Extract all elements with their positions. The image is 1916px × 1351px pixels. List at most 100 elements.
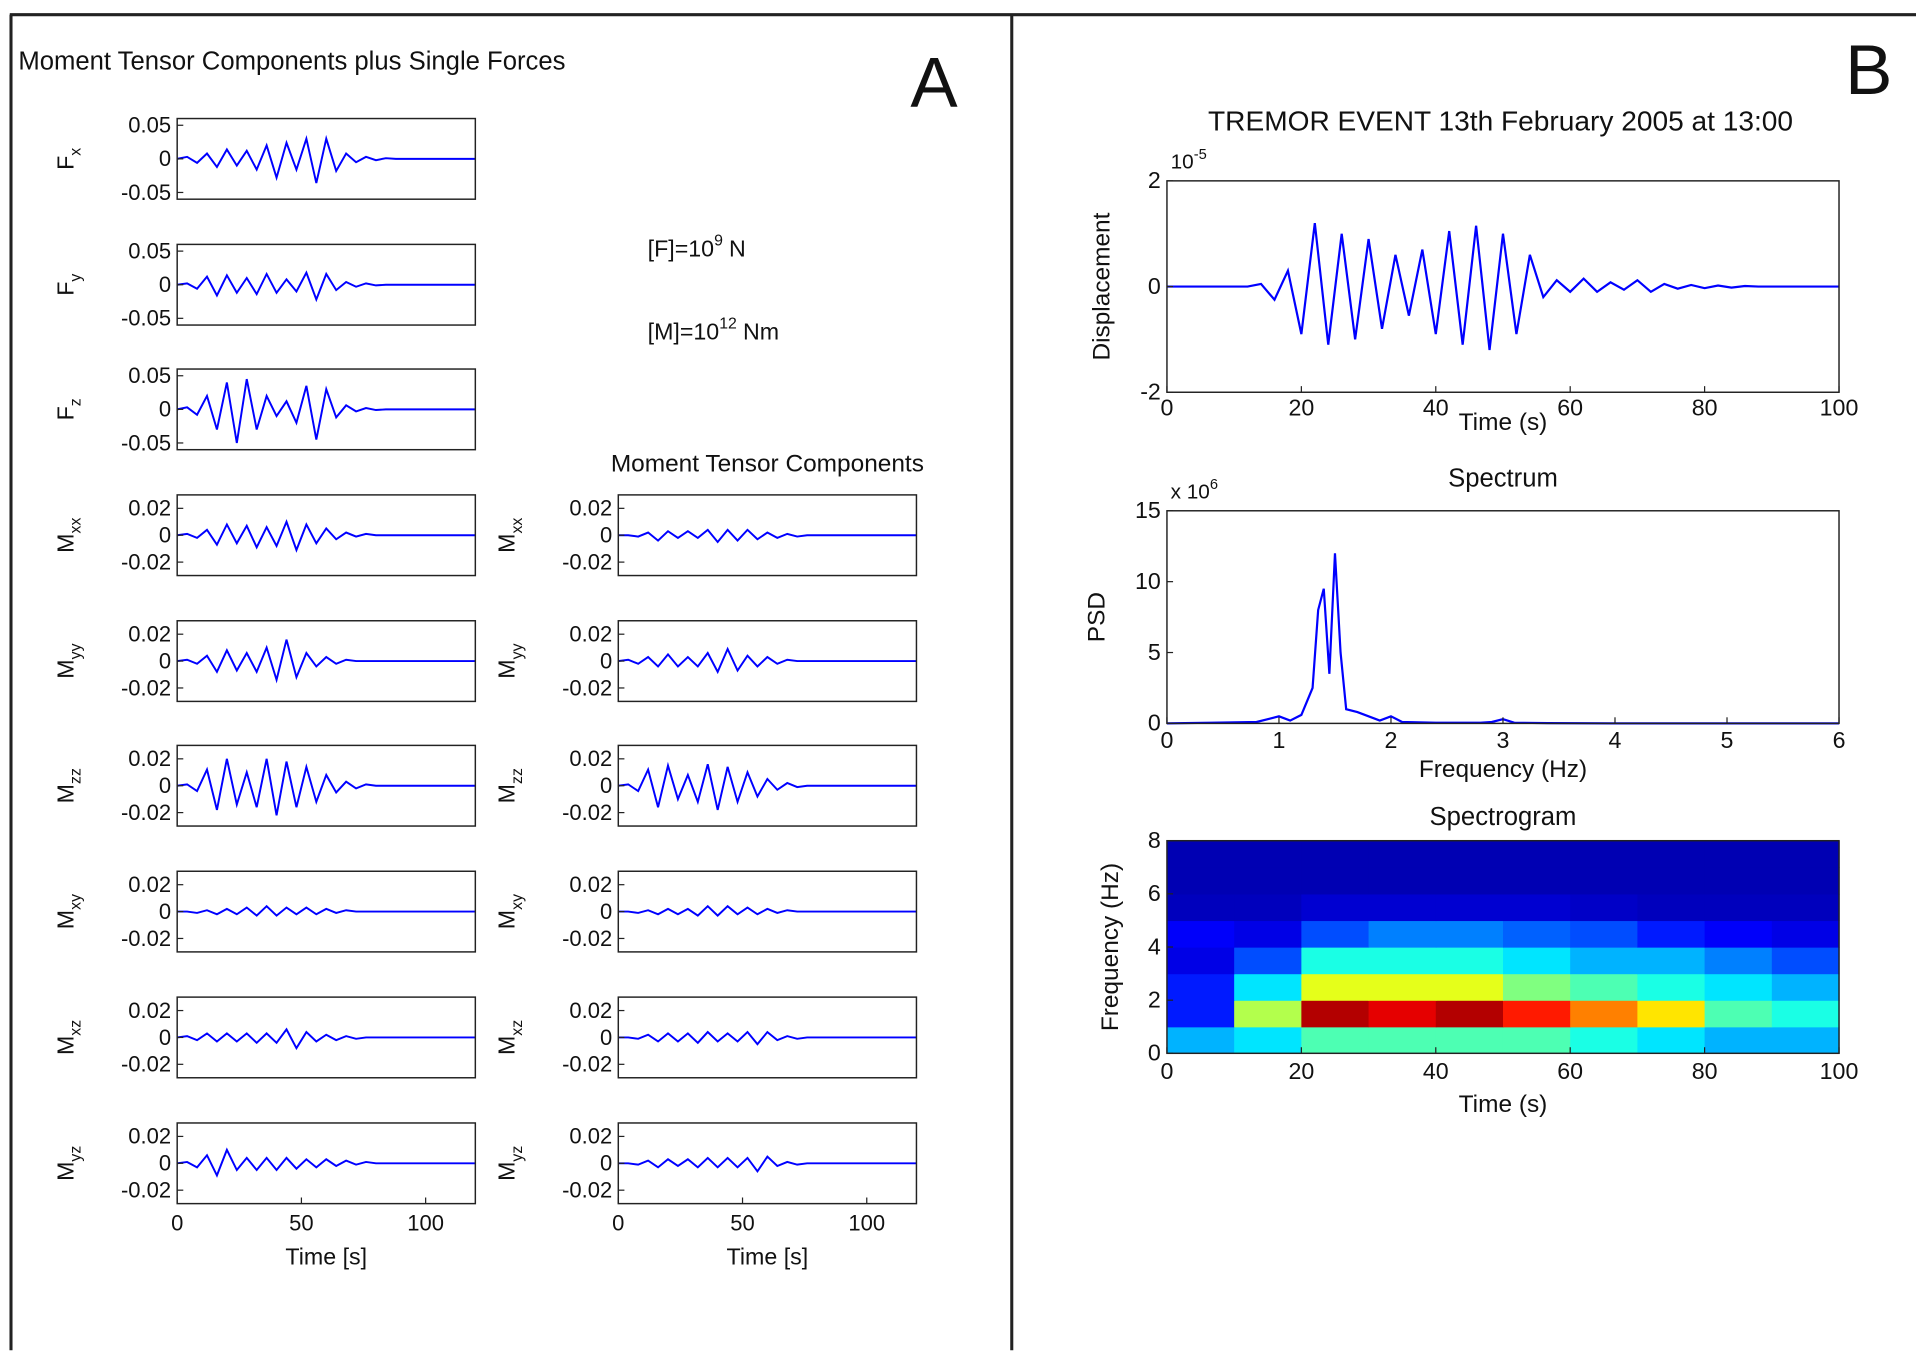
x-tick-label: 0 xyxy=(1160,727,1173,753)
scale-base: 10 xyxy=(1171,151,1194,174)
y-axis-label: PSD xyxy=(1084,592,1111,642)
moment-units: [M]=1012 Nm xyxy=(648,316,779,345)
heatmap-cell xyxy=(1435,947,1504,975)
y-tick-label: 0 xyxy=(159,899,171,924)
y-label-subscript: yy xyxy=(68,643,85,659)
chart-title: Spectrogram xyxy=(1430,803,1577,831)
heatmap-cell xyxy=(1502,1026,1571,1054)
y-label-subscript: xz xyxy=(509,1020,526,1036)
heatmap-cell xyxy=(1166,867,1235,895)
y-tick-label: 0.05 xyxy=(128,363,171,388)
heatmap-cell xyxy=(1637,1026,1706,1054)
y-axis-label: Mxz xyxy=(493,1020,525,1055)
heatmap-cell xyxy=(1771,920,1840,948)
x-tick-label: 6 xyxy=(1833,727,1846,753)
heatmap-cell xyxy=(1570,973,1639,1001)
y-tick-label: 8 xyxy=(1148,827,1161,853)
x-tick-label: 0 xyxy=(171,1211,183,1236)
y-tick-label: 0.02 xyxy=(128,622,171,647)
y-axis-label: Mzz xyxy=(52,768,84,803)
trace-line xyxy=(618,646,917,675)
heatmap-cell xyxy=(1502,840,1571,868)
y-label-subscript: xy xyxy=(509,894,526,910)
y-axis-label: Displacement xyxy=(1089,212,1116,360)
heatmap-cell xyxy=(1704,973,1773,1001)
heatmap-cell xyxy=(1166,840,1235,868)
heatmap-cell xyxy=(1637,893,1706,922)
y-label-text: M xyxy=(493,910,519,929)
scale-exponent: 6 xyxy=(1210,477,1218,493)
y-label-text: F xyxy=(52,156,78,170)
y-label-text: Displacement xyxy=(1089,212,1116,360)
y-tick-label: 0 xyxy=(1148,273,1161,299)
y-label-subscript: x xyxy=(68,148,85,156)
heatmap-cell xyxy=(1234,893,1302,922)
y-tick-label: 0.02 xyxy=(569,998,612,1023)
x-tick-label: 40 xyxy=(1423,394,1449,420)
trace-line xyxy=(1166,553,1840,725)
y-label-subscript: z xyxy=(68,398,85,406)
y-tick-label: 0.02 xyxy=(128,1124,171,1149)
y-tick-label: 4 xyxy=(1148,933,1161,959)
heatmap-cell xyxy=(1502,893,1571,922)
heatmap-cell xyxy=(1166,920,1235,948)
heatmap-cell xyxy=(1234,840,1302,868)
heatmap-cell xyxy=(1301,920,1370,948)
plot-area xyxy=(1166,510,1840,724)
y-tick-label: 0 xyxy=(600,899,612,924)
y-tick-label: 0 xyxy=(159,523,171,548)
heatmap-cell xyxy=(1771,893,1840,922)
x-tick-label: 60 xyxy=(1557,394,1583,420)
heatmap-cell xyxy=(1771,973,1840,1001)
y-axis-label: Mzz xyxy=(493,768,525,803)
heatmap-cell xyxy=(1704,1026,1773,1054)
heatmap-cell xyxy=(1570,947,1639,975)
y-label-subscript: zz xyxy=(68,768,85,784)
y-label-text: M xyxy=(493,1162,519,1181)
x-tick-label: 2 xyxy=(1385,727,1398,753)
y-tick-label: 0 xyxy=(600,648,612,673)
heatmap-cell xyxy=(1435,1000,1504,1028)
y-tick-label: 0 xyxy=(600,523,612,548)
y-tick-label: 0 xyxy=(159,146,171,171)
y-tick-label: 0.02 xyxy=(569,496,612,521)
y-label-text: PSD xyxy=(1084,592,1111,642)
y-axis-label: Frequency (Hz) xyxy=(1097,863,1124,1031)
x-tick-label: 3 xyxy=(1497,727,1510,753)
y-label-text: M xyxy=(52,1036,78,1055)
x-axis-label: Time (s) xyxy=(1459,409,1548,436)
trace-line xyxy=(177,904,476,917)
y-axis-label: Myz xyxy=(52,1146,84,1181)
force-units: [F]=109 N xyxy=(648,233,746,262)
y-tick-label: -0.02 xyxy=(562,675,612,700)
y-tick-label: -0.05 xyxy=(121,430,171,455)
heatmap-cell xyxy=(1570,867,1639,895)
plot-frame xyxy=(176,117,477,200)
plot-frame xyxy=(617,744,918,827)
heatmap-cell xyxy=(1435,840,1504,868)
plot-frame xyxy=(176,243,477,326)
y-tick-label: 0.02 xyxy=(128,496,171,521)
x-tick-label: 80 xyxy=(1692,1058,1718,1084)
plot-frame xyxy=(1166,510,1840,725)
heatmap-cell xyxy=(1234,867,1302,895)
y-label-subscript: xy xyxy=(68,894,85,910)
unit-exponent: 12 xyxy=(719,316,737,333)
y-tick-label: 0.02 xyxy=(128,746,171,771)
trace-line xyxy=(177,1027,476,1051)
y-label-text: M xyxy=(493,659,519,678)
heatmap-cell xyxy=(1704,893,1773,922)
heatmap-cell xyxy=(1435,973,1504,1001)
y-tick-label: -0.02 xyxy=(562,549,612,574)
y-label-subscript: yz xyxy=(68,1146,85,1162)
plot-frame xyxy=(617,494,918,577)
y-label-text: M xyxy=(52,659,78,678)
axis-scale: x 106 xyxy=(1171,477,1218,504)
y-label-subscript: y xyxy=(68,274,85,282)
y-label-text: M xyxy=(493,533,519,552)
heatmap-cell xyxy=(1771,840,1840,868)
heatmap-cell xyxy=(1570,893,1639,922)
y-tick-label: 15 xyxy=(1135,497,1161,523)
y-tick-label: 0.02 xyxy=(569,746,612,771)
